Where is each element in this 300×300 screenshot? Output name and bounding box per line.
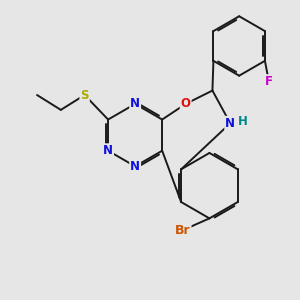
Text: N: N <box>103 144 113 157</box>
Text: N: N <box>225 117 235 130</box>
Text: F: F <box>265 75 273 88</box>
Text: H: H <box>238 115 248 128</box>
Text: S: S <box>80 88 89 101</box>
Text: O: O <box>181 98 191 110</box>
Text: N: N <box>130 98 140 110</box>
Text: N: N <box>130 160 140 173</box>
Text: Br: Br <box>175 224 190 237</box>
